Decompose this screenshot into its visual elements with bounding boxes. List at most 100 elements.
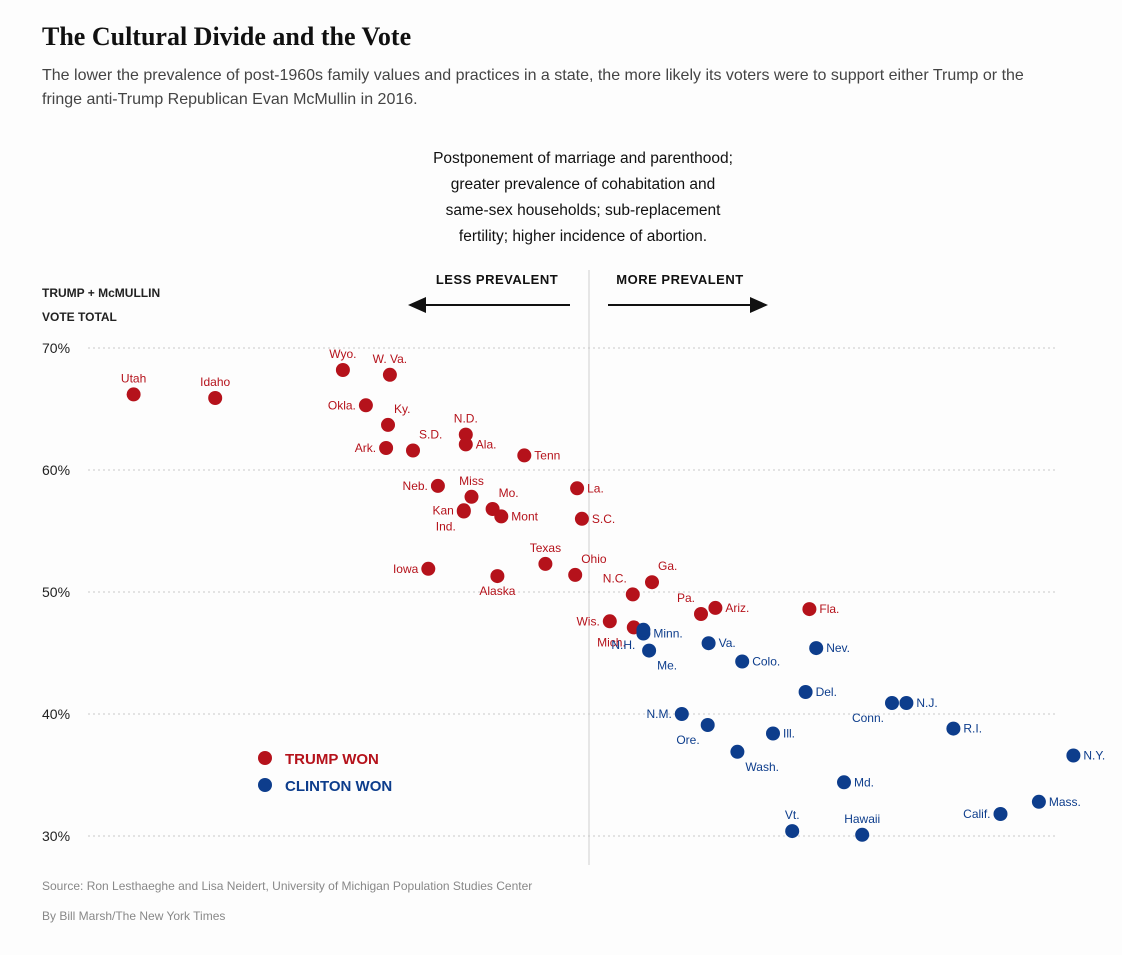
data-point [636, 622, 651, 637]
point-label: S.D. [419, 428, 442, 442]
point-label: Conn. [852, 711, 884, 725]
data-point [382, 367, 397, 382]
data-point [430, 478, 445, 493]
point-label: Idaho [200, 375, 230, 389]
source-note: Source: Ron Lesthaeghe and Lisa Neidert,… [42, 879, 532, 893]
legend-trump-marker [258, 751, 272, 765]
point-label: Va. [719, 636, 736, 650]
point-label: R.I. [963, 722, 982, 736]
y-tick-label: 50% [42, 584, 70, 600]
chart-title: The Cultural Divide and the Vote [42, 22, 412, 51]
point-label: Iowa [393, 562, 419, 576]
data-point [538, 556, 553, 571]
data-point [379, 441, 394, 455]
y-axis-title: TRUMP + McMULLIN [42, 286, 160, 300]
data-point [885, 696, 899, 710]
point-label: N.M. [646, 707, 671, 721]
chart-subtitle: The lower the prevalence of post-1960s f… [42, 67, 1024, 108]
data-point [899, 696, 914, 710]
point-label: N.H. [611, 638, 635, 652]
data-point [208, 391, 223, 405]
data-point [421, 561, 436, 576]
point-label: Del. [816, 685, 837, 699]
data-point [458, 427, 473, 442]
data-point [645, 575, 659, 590]
more-prevalent-label: MORE PREVALENT [616, 272, 743, 287]
point-label: Pa. [677, 591, 695, 605]
data-point [1031, 794, 1046, 809]
data-point [809, 641, 824, 656]
data-point [494, 509, 509, 524]
data-point [458, 437, 473, 452]
point-label: Ga. [658, 559, 677, 573]
point-label: Ill. [783, 727, 795, 741]
data-point [126, 387, 141, 402]
point-label: Calif. [963, 807, 990, 821]
data-point [798, 685, 813, 699]
y-tick-label: 70% [42, 340, 70, 356]
point-label: Ore. [676, 733, 699, 747]
data-point [766, 726, 780, 741]
data-point [730, 744, 745, 759]
data-point [700, 718, 715, 732]
data-point [694, 607, 708, 621]
x-description-line: same-sex households; sub-replacement [446, 202, 722, 219]
data-point [381, 417, 395, 432]
data-point [802, 602, 817, 617]
legend: TRUMP WON CLINTON WON [258, 751, 392, 795]
point-label: Ala. [476, 437, 497, 451]
point-label: Mich. [597, 635, 626, 649]
point-label: N.Y. [1083, 749, 1105, 763]
x-description-line: greater prevalence of cohabitation and [451, 176, 716, 193]
byline: By Bill Marsh/The New York Times [42, 909, 225, 923]
data-point [785, 824, 800, 839]
point-label: Minn. [653, 627, 682, 641]
y-tick-label: 30% [42, 828, 70, 844]
data-point [335, 363, 350, 377]
point-label: Ind. [436, 520, 456, 534]
point-label: Me. [657, 659, 677, 673]
point-label: Vt. [785, 808, 800, 822]
data-point [456, 504, 471, 519]
y-tick-label: 60% [42, 462, 70, 478]
point-label: N.C. [603, 571, 627, 585]
data-point [946, 721, 961, 736]
point-label: Wyo. [329, 347, 356, 361]
data-point [855, 827, 870, 842]
point-label: Hawaii [844, 812, 880, 826]
point-label: Kan [432, 503, 453, 517]
point-label: S.C. [592, 512, 615, 526]
point-label: Ariz. [725, 601, 749, 615]
legend-trump-label: TRUMP WON [285, 751, 379, 768]
point-label: N.D. [454, 412, 478, 426]
data-point [574, 511, 589, 526]
data-point [642, 643, 657, 658]
point-label: Wash. [745, 760, 779, 774]
point-label: Ohio [581, 552, 607, 566]
data-point [625, 587, 640, 602]
data-point [406, 443, 420, 458]
point-label: Neb. [403, 479, 428, 493]
data-point [837, 775, 851, 790]
x-description-line: fertility; higher incidence of abortion. [459, 228, 707, 245]
point-label: W. Va. [373, 352, 407, 366]
data-point [464, 489, 479, 504]
point-label: Tenn [534, 448, 560, 462]
data-point [708, 600, 723, 615]
point-label: Ark. [355, 441, 376, 455]
data-point [735, 654, 750, 669]
legend-clinton-label: CLINTON WON [285, 778, 392, 795]
data-point [701, 636, 716, 651]
point-label: Utah [121, 371, 146, 385]
legend-clinton-marker [258, 778, 272, 792]
x-description-line: Postponement of marriage and parenthood; [433, 150, 733, 167]
point-label: Mont [511, 509, 538, 523]
point-label: Nev. [826, 641, 850, 655]
data-point [993, 807, 1008, 821]
point-label: Ky. [394, 402, 410, 416]
y-tick-label: 40% [42, 706, 70, 722]
point-label: Texas [530, 541, 561, 555]
data-point [570, 481, 585, 496]
data-point [358, 398, 373, 413]
